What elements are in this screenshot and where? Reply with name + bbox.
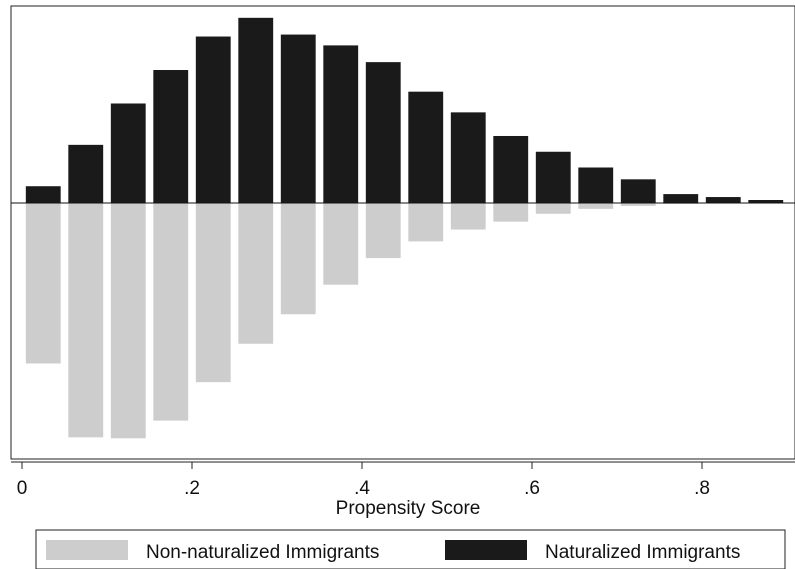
bar-non-naturalized-immigrants-7 <box>280 202 316 315</box>
bar-naturalized-immigrants-6 <box>238 17 274 203</box>
bar-naturalized-immigrants-11 <box>450 112 486 203</box>
bars <box>25 17 784 439</box>
bar-naturalized-immigrants-18 <box>748 200 784 203</box>
x-tick-label-0: 0 <box>17 478 28 499</box>
bar-naturalized-immigrants-5 <box>195 36 231 203</box>
bar-non-naturalized-immigrants-6 <box>238 202 274 344</box>
bar-non-naturalized-immigrants-9 <box>365 202 401 259</box>
bar-non-naturalized-immigrants-4 <box>153 202 189 421</box>
bar-non-naturalized-immigrants-15 <box>620 202 656 206</box>
bar-non-naturalized-immigrants-8 <box>323 202 359 285</box>
legend-swatch-non-naturalized <box>46 540 128 560</box>
x-axis: 0 .2 .4 .6 .8 <box>11 461 795 499</box>
bar-naturalized-immigrants-16 <box>663 194 699 203</box>
x-tick-label-3: .6 <box>524 478 540 499</box>
bar-naturalized-immigrants-14 <box>578 167 614 203</box>
x-tick-label-2: .4 <box>354 478 370 499</box>
x-tick-label-1: .2 <box>184 478 200 499</box>
plot-area <box>10 5 795 460</box>
bar-naturalized-immigrants-9 <box>365 62 401 203</box>
bar-naturalized-immigrants-10 <box>408 91 444 203</box>
bar-non-naturalized-immigrants-2 <box>68 202 104 438</box>
legend: Non-naturalized Immigrants Naturalized I… <box>35 529 786 569</box>
bar-non-naturalized-immigrants-10 <box>408 202 444 242</box>
bar-naturalized-immigrants-1 <box>25 186 61 203</box>
bar-non-naturalized-immigrants-14 <box>578 202 614 209</box>
bar-naturalized-immigrants-17 <box>705 197 741 203</box>
bar-non-naturalized-immigrants-11 <box>450 202 486 230</box>
x-axis-title: Propensity Score <box>336 498 481 519</box>
bar-naturalized-immigrants-3 <box>110 103 146 203</box>
bar-non-naturalized-immigrants-12 <box>493 202 529 222</box>
legend-swatch-naturalized <box>445 540 527 560</box>
bar-non-naturalized-immigrants-1 <box>25 202 61 364</box>
legend-box <box>35 529 786 569</box>
x-tick-label-4: .8 <box>694 478 710 499</box>
legend-label-non-naturalized: Non-naturalized Immigrants <box>146 542 379 563</box>
bar-naturalized-immigrants-2 <box>68 144 104 203</box>
bar-naturalized-immigrants-8 <box>323 45 359 203</box>
bar-naturalized-immigrants-4 <box>153 70 189 203</box>
bar-naturalized-immigrants-7 <box>280 34 316 203</box>
legend-label-naturalized: Naturalized Immigrants <box>545 542 740 563</box>
bar-naturalized-immigrants-12 <box>493 135 529 203</box>
bar-naturalized-immigrants-13 <box>535 151 571 203</box>
bar-naturalized-immigrants-15 <box>620 179 656 203</box>
bar-non-naturalized-immigrants-3 <box>110 202 146 439</box>
bar-non-naturalized-immigrants-5 <box>195 202 231 383</box>
bar-non-naturalized-immigrants-13 <box>535 202 571 214</box>
